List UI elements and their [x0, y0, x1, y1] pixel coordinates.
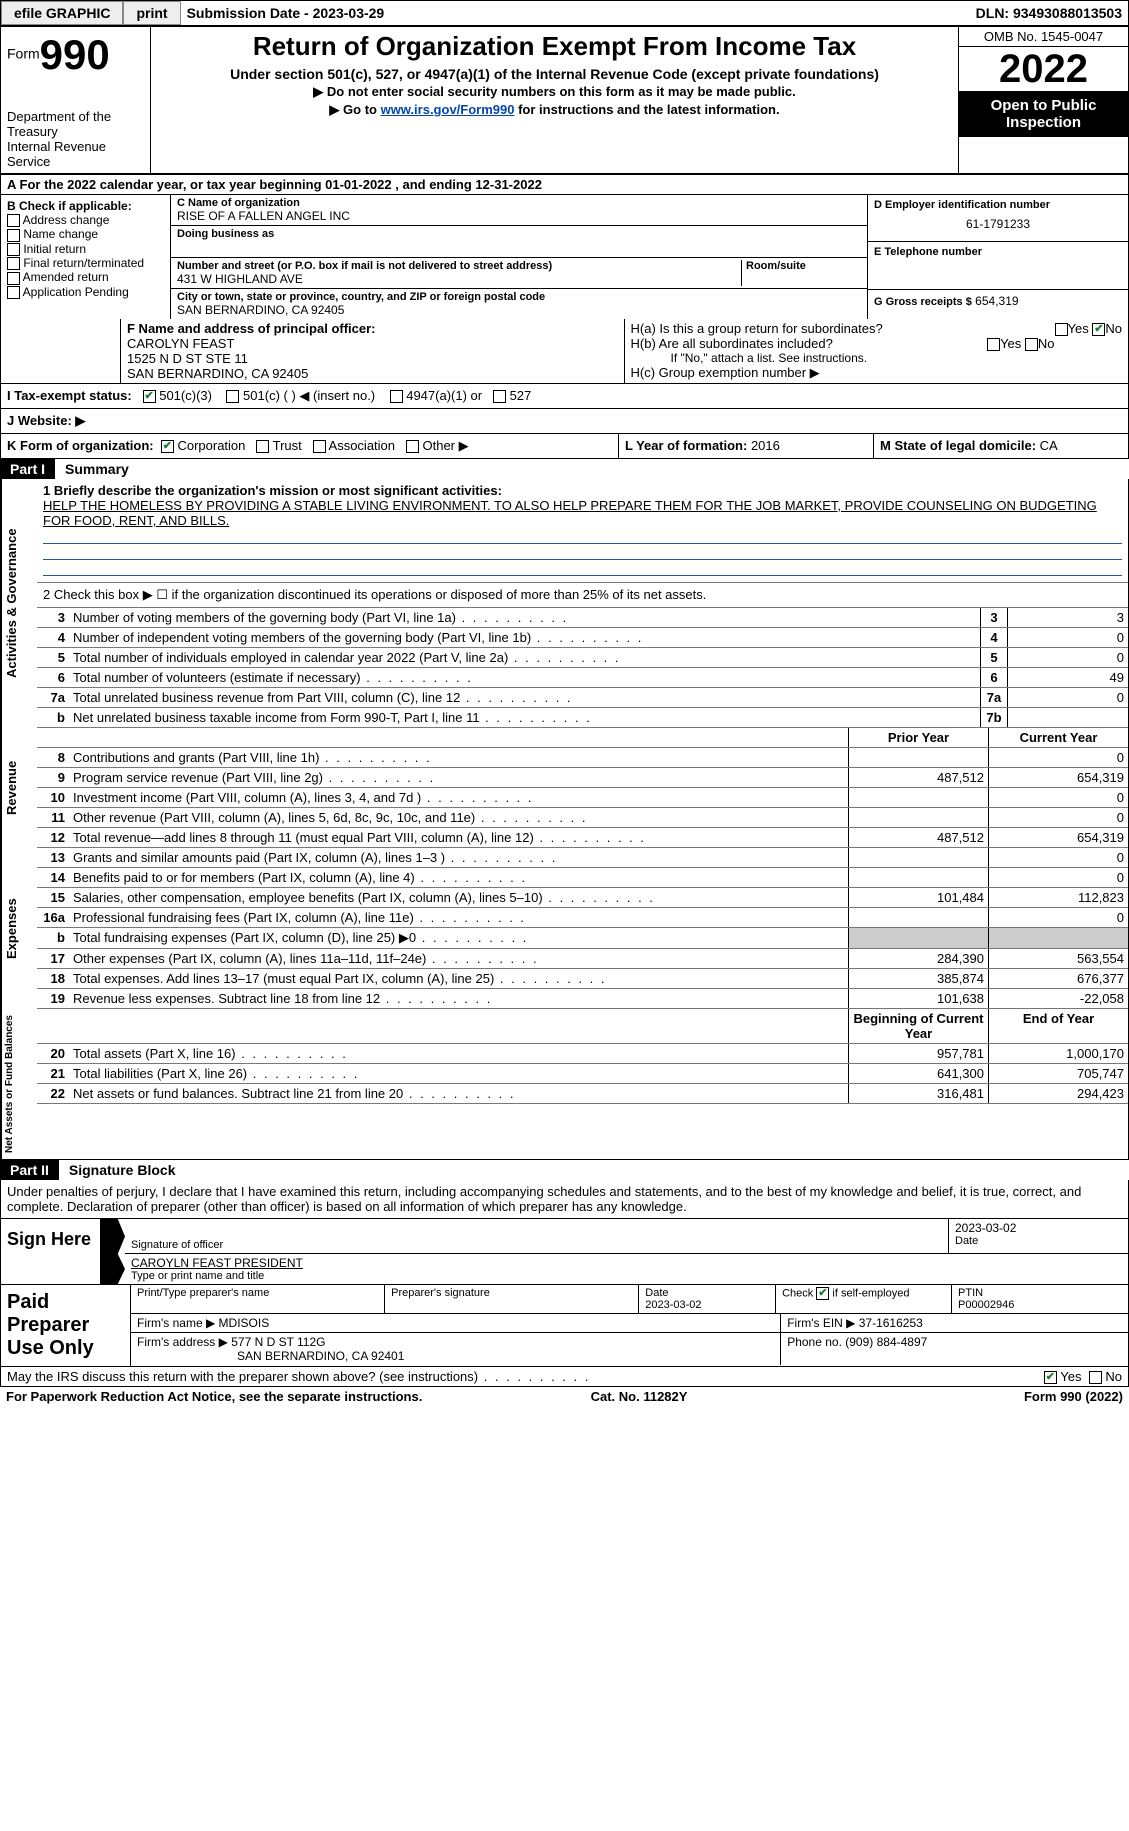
summary-row: 21Total liabilities (Part X, line 26)641… [37, 1064, 1128, 1084]
cb-initial-return[interactable]: Initial return [7, 242, 164, 256]
summary-row: 15Salaries, other compensation, employee… [37, 888, 1128, 908]
summary-row: 14Benefits paid to or for members (Part … [37, 868, 1128, 888]
officer-signature-name: CAROYLN FEAST PRESIDENT [131, 1256, 1122, 1270]
sign-here: Sign Here Signature of officer 2023-03-0… [0, 1219, 1129, 1285]
summary-row: 20Total assets (Part X, line 16)957,7811… [37, 1044, 1128, 1064]
summary-row: 18Total expenses. Add lines 13–17 (must … [37, 969, 1128, 989]
cb-address-change[interactable]: Address change [7, 213, 164, 227]
form-label: Form [7, 45, 40, 61]
part-i-header: Part I Summary [0, 459, 1129, 479]
officer-addr2: SAN BERNARDINO, CA 92405 [127, 366, 618, 381]
summary-row: 19Revenue less expenses. Subtract line 1… [37, 989, 1128, 1009]
mission-text: HELP THE HOMELESS BY PROVIDING A STABLE … [43, 498, 1122, 528]
submission-date: Submission Date - 2023-03-29 [181, 5, 391, 21]
print-button[interactable]: print [123, 1, 180, 25]
form-subtitle-2: ▶ Do not enter social security numbers o… [155, 84, 954, 100]
corp-checkbox[interactable] [161, 440, 174, 453]
block-bcd: B Check if applicable: Address change Na… [0, 195, 1129, 319]
summary-row: 5Total number of individuals employed in… [37, 648, 1128, 668]
firm-ein: 37-1616253 [859, 1316, 923, 1330]
summary-row: 16aProfessional fundraising fees (Part I… [37, 908, 1128, 928]
paid-preparer: Paid Preparer Use Only Print/Type prepar… [0, 1285, 1129, 1367]
firm-name: MDISOIS [219, 1316, 270, 1330]
efile-label: efile GRAPHIC [1, 1, 123, 25]
summary-revenue: Revenue Prior Year Current Year 8Contrib… [0, 728, 1129, 848]
501c3-checkbox[interactable] [143, 390, 156, 403]
omb-number: OMB No. 1545-0047 [959, 27, 1128, 47]
preparer-row-2: Firm's name ▶ MDISOIS Firm's EIN ▶ 37-16… [131, 1314, 1128, 1333]
ha-no-checkbox[interactable] [1092, 323, 1105, 336]
summary-row: 3Number of voting members of the governi… [37, 608, 1128, 628]
summary-row: 10Investment income (Part VIII, column (… [37, 788, 1128, 808]
summary-row: 22Net assets or fund balances. Subtract … [37, 1084, 1128, 1104]
summary-row: 6Total number of volunteers (estimate if… [37, 668, 1128, 688]
line-1-mission: 1 Briefly describe the organization's mi… [37, 479, 1128, 583]
self-employed-checkbox[interactable] [816, 1287, 829, 1300]
summary-row: 4Number of independent voting members of… [37, 628, 1128, 648]
officer-name: CAROLYN FEAST [127, 336, 618, 351]
gross-receipts: 654,319 [975, 294, 1018, 308]
dept-treasury: Department of the Treasury [7, 109, 144, 139]
block-d: D Employer identification number61-17912… [868, 195, 1128, 319]
form-subtitle-1: Under section 501(c), 527, or 4947(a)(1)… [155, 66, 954, 82]
col-header-row-2: Beginning of Current Year End of Year [37, 1009, 1128, 1044]
summary-row: 8Contributions and grants (Part VIII, li… [37, 748, 1128, 768]
preparer-row-1: Print/Type preparer's name Preparer's si… [131, 1285, 1128, 1314]
city: SAN BERNARDINO, CA 92405 [177, 303, 861, 317]
part-ii-header: Part II Signature Block [0, 1160, 1129, 1180]
block-c: C Name of organizationRISE OF A FALLEN A… [171, 195, 868, 319]
line-j: J Website: ▶ [0, 409, 1129, 434]
firm-addr: 577 N D ST 112G [231, 1335, 325, 1349]
page-footer: For Paperwork Reduction Act Notice, see … [0, 1387, 1129, 1406]
form-subtitle-3: ▶ Go to www.irs.gov/Form990 for instruct… [155, 102, 954, 118]
top-bar: efile GRAPHIC print Submission Date - 20… [0, 0, 1129, 26]
discuss-row: May the IRS discuss this return with the… [0, 1367, 1129, 1387]
summary-row: 9Program service revenue (Part VIII, lin… [37, 768, 1128, 788]
discuss-yes-checkbox[interactable] [1044, 1371, 1057, 1384]
arrow-icon [101, 1219, 125, 1254]
cb-final-return[interactable]: Final return/terminated [7, 256, 164, 270]
form-number: 990 [40, 31, 110, 78]
preparer-row-3: Firm's address ▶ 577 N D ST 112GSAN BERN… [131, 1333, 1128, 1365]
col-header-row: Prior Year Current Year [37, 728, 1128, 748]
public-inspection: Open to Public Inspection [959, 91, 1128, 137]
cb-app-pending[interactable]: Application Pending [7, 285, 164, 299]
line-a: A For the 2022 calendar year, or tax yea… [0, 174, 1129, 195]
officer-addr1: 1525 N D ST STE 11 [127, 351, 618, 366]
summary-row: 11Other revenue (Part VIII, column (A), … [37, 808, 1128, 828]
summary-row: bTotal fundraising expenses (Part IX, co… [37, 928, 1128, 949]
summary-row: 17Other expenses (Part IX, column (A), l… [37, 949, 1128, 969]
dln: DLN: 93493088013503 [976, 5, 1128, 21]
penalties-text: Under penalties of perjury, I declare th… [0, 1180, 1129, 1219]
block-b: B Check if applicable: Address change Na… [1, 195, 171, 319]
summary-net-assets: Net Assets or Fund Balances Beginning of… [0, 1009, 1129, 1160]
summary-row: 13Grants and similar amounts paid (Part … [37, 848, 1128, 868]
summary-expenses: Expenses 13Grants and similar amounts pa… [0, 848, 1129, 1009]
cb-name-change[interactable]: Name change [7, 227, 164, 241]
line-i: I Tax-exempt status: 501(c)(3) 501(c) ( … [0, 384, 1129, 409]
form-header: Form990 Department of the Treasury Inter… [0, 26, 1129, 174]
summary-row: bNet unrelated business taxable income f… [37, 708, 1128, 728]
block-fh: F Name and address of principal officer:… [0, 319, 1129, 384]
cb-amended[interactable]: Amended return [7, 270, 164, 284]
sign-date: 2023-03-02 [955, 1221, 1122, 1235]
org-name: RISE OF A FALLEN ANGEL INC [177, 209, 861, 223]
firm-phone: (909) 884-4897 [845, 1335, 927, 1349]
form-title: Return of Organization Exempt From Incom… [155, 31, 954, 62]
ein: 61-1791233 [874, 211, 1122, 237]
summary-row: 7aTotal unrelated business revenue from … [37, 688, 1128, 708]
line-2: 2 Check this box ▶ ☐ if the organization… [37, 583, 1128, 608]
irs-link[interactable]: www.irs.gov/Form990 [381, 102, 515, 117]
arrow-icon [101, 1254, 125, 1284]
year-formation: 2016 [751, 438, 780, 453]
irs-label: Internal Revenue Service [7, 139, 144, 169]
summary-governance: Activities & Governance 1 Briefly descri… [0, 479, 1129, 728]
summary-row: 12Total revenue—add lines 8 through 11 (… [37, 828, 1128, 848]
street: 431 W HIGHLAND AVE [177, 272, 741, 286]
line-klm: K Form of organization: Corporation Trus… [0, 434, 1129, 459]
state-domicile: CA [1040, 438, 1058, 453]
tax-year: 2022 [959, 47, 1128, 91]
